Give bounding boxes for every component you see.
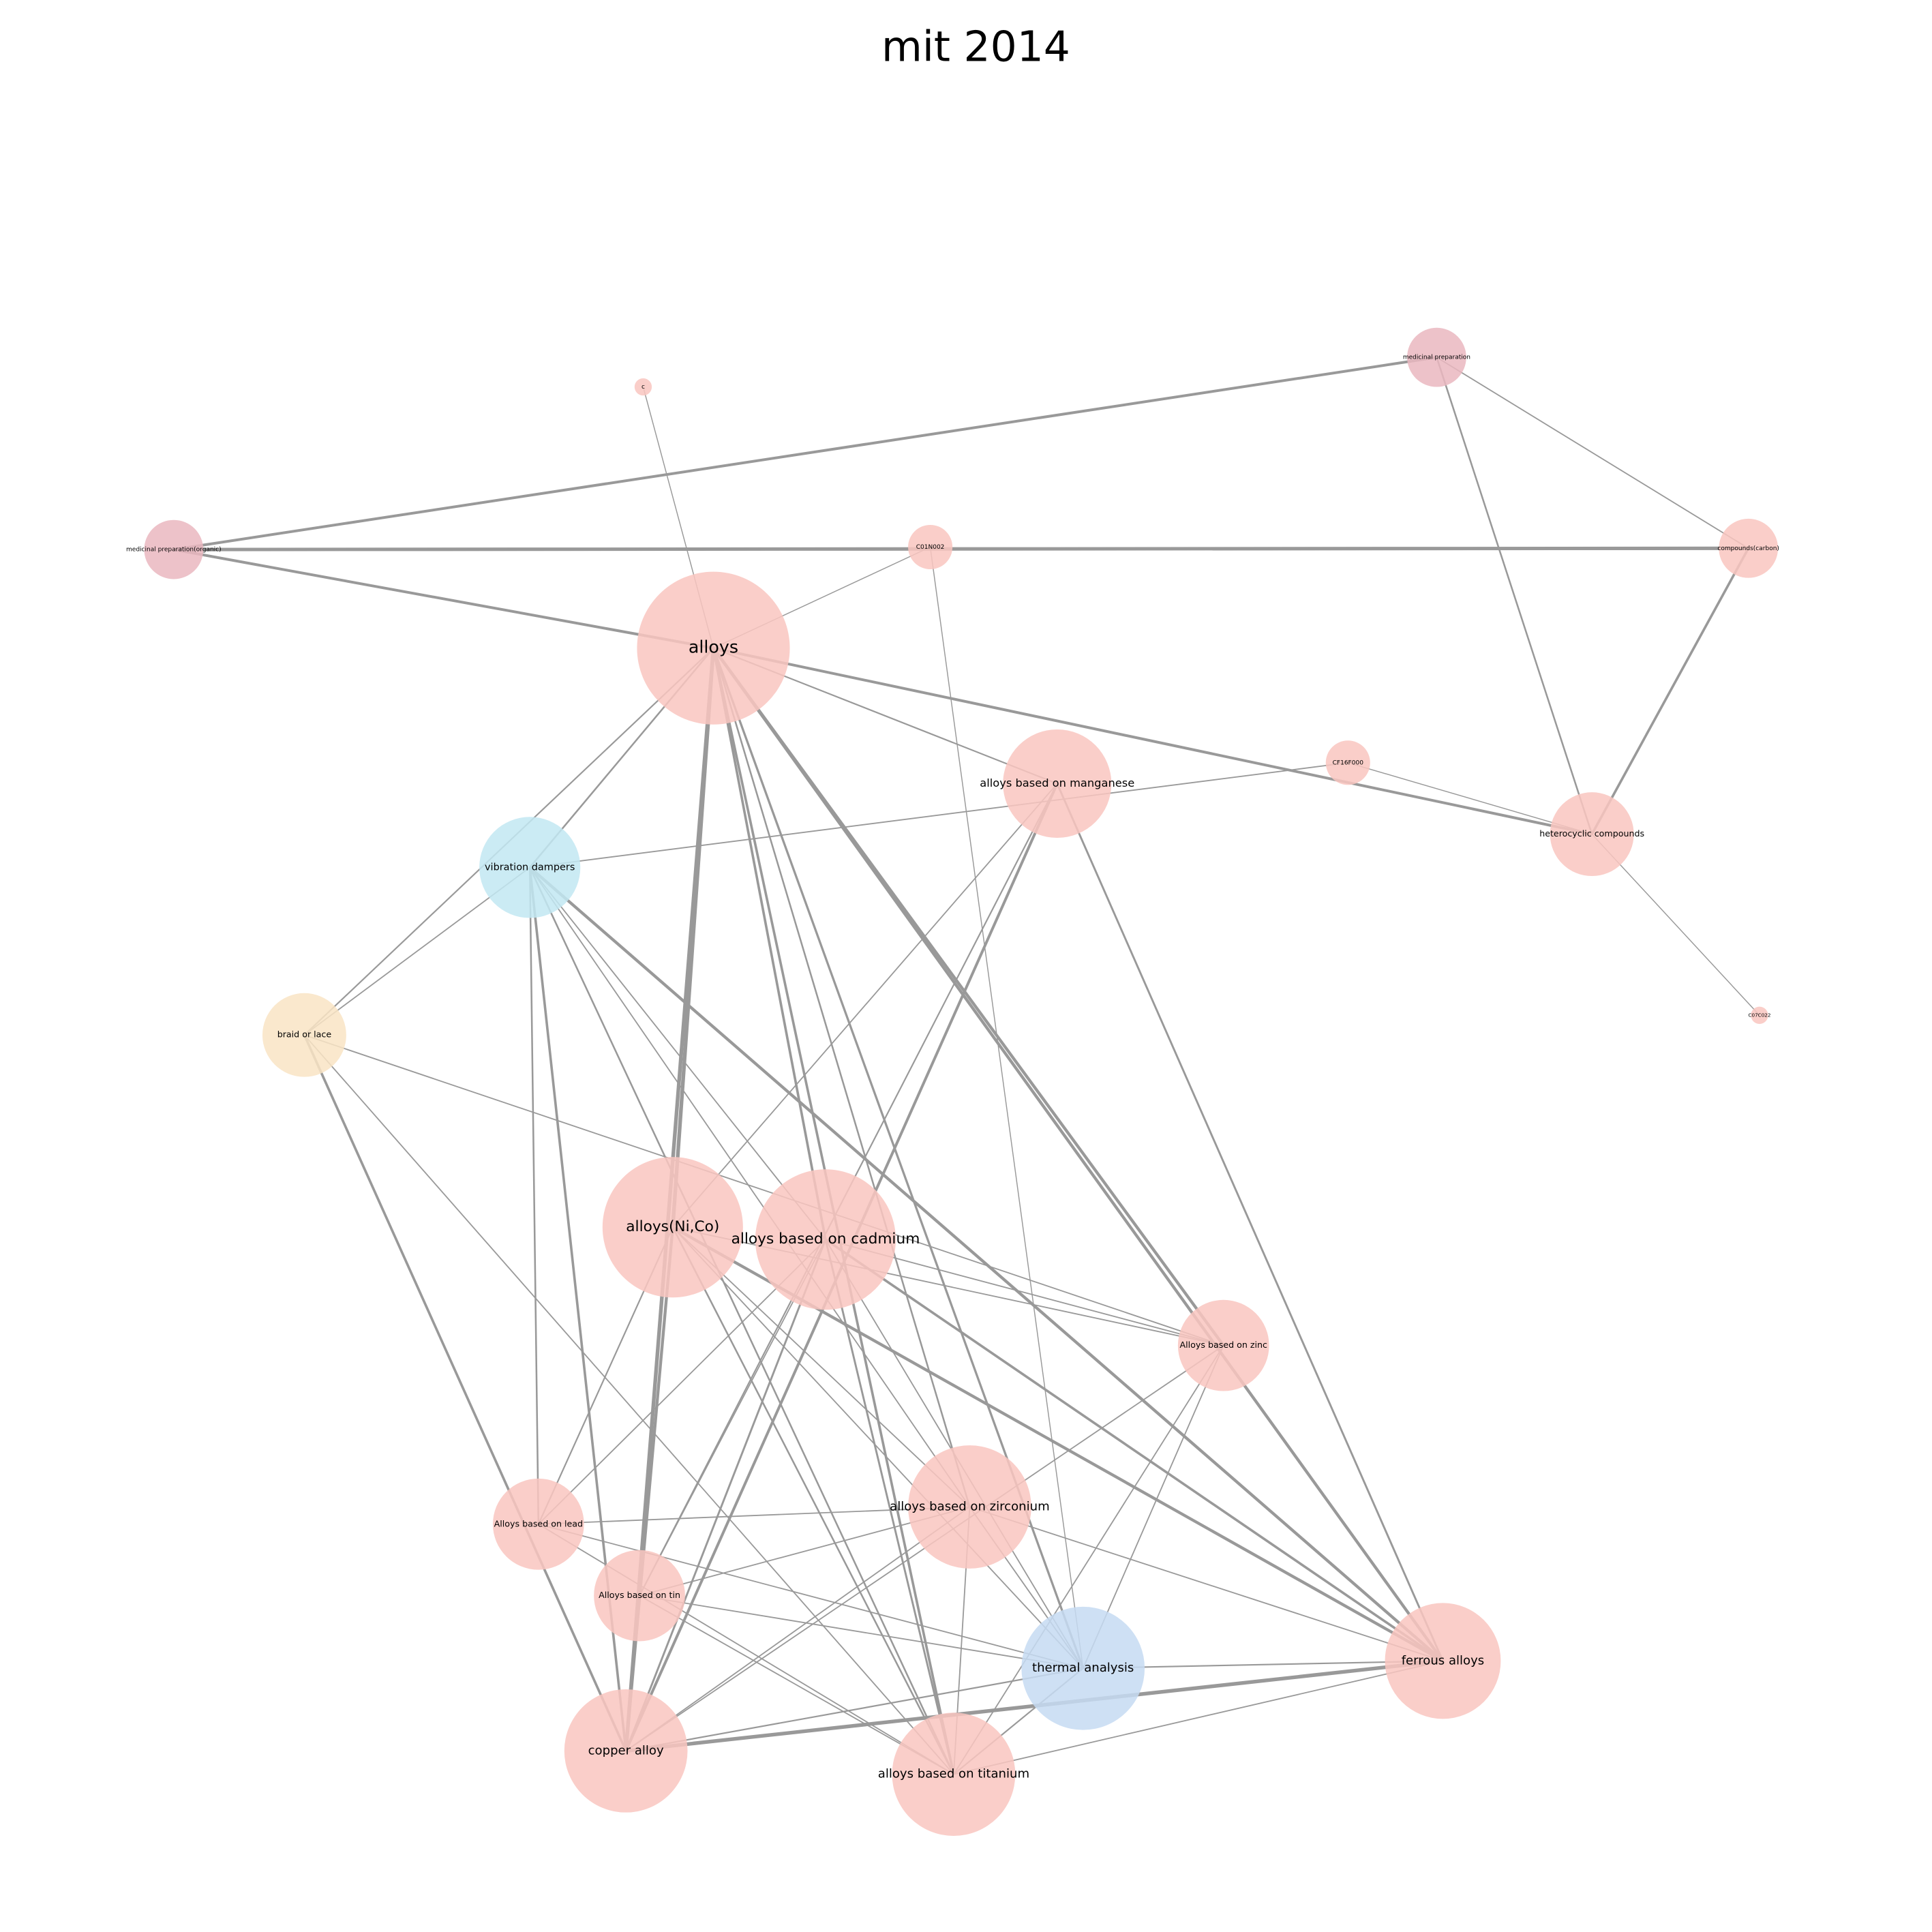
edge bbox=[824, 1238, 1444, 1662]
edge bbox=[528, 866, 1444, 1663]
edge bbox=[672, 783, 1058, 1228]
edge bbox=[625, 1506, 970, 1752]
edge bbox=[538, 1523, 1083, 1670]
edge bbox=[1436, 357, 1593, 835]
node-label: alloys bbox=[689, 637, 738, 657]
node-label: compounds(carbon) bbox=[1717, 545, 1779, 552]
edge bbox=[529, 866, 955, 1775]
node bbox=[602, 1157, 743, 1298]
node bbox=[1385, 1603, 1501, 1719]
node bbox=[262, 993, 346, 1077]
node bbox=[1003, 729, 1112, 839]
node bbox=[1719, 518, 1779, 578]
node bbox=[908, 524, 953, 570]
node bbox=[564, 1689, 688, 1813]
node bbox=[634, 378, 652, 396]
node-label: vibration dampers bbox=[485, 862, 575, 873]
edge bbox=[639, 1595, 1083, 1670]
node-label: braid or lace bbox=[277, 1029, 332, 1040]
node-label: alloys based on cadmium bbox=[731, 1231, 920, 1248]
edges bbox=[173, 356, 1760, 1775]
edge bbox=[712, 648, 971, 1507]
edge bbox=[538, 1506, 970, 1525]
edge bbox=[929, 547, 1084, 1669]
node bbox=[1021, 1606, 1145, 1730]
node-label: alloys based on manganese bbox=[980, 776, 1134, 789]
node bbox=[1325, 740, 1370, 785]
node-label: ferrous alloys bbox=[1402, 1653, 1485, 1667]
node-label: Alloys based on tin bbox=[599, 1590, 680, 1600]
edge bbox=[1348, 762, 1593, 835]
edge bbox=[1590, 547, 1750, 835]
node-label: c bbox=[642, 384, 645, 391]
node-label: C01N002 bbox=[916, 544, 945, 551]
edge bbox=[625, 1667, 1083, 1752]
node-label: alloys(Ni,Co) bbox=[626, 1218, 719, 1235]
edge bbox=[1436, 357, 1749, 549]
node bbox=[1407, 327, 1466, 387]
edge bbox=[712, 647, 1445, 1662]
edge bbox=[712, 648, 827, 1240]
node-label: copper alloy bbox=[588, 1743, 664, 1757]
node-label: C07C022 bbox=[1748, 1012, 1770, 1018]
edge bbox=[173, 546, 1749, 552]
edge bbox=[624, 1239, 827, 1751]
edge bbox=[953, 1345, 1224, 1775]
node bbox=[892, 1712, 1016, 1837]
edge bbox=[529, 866, 971, 1507]
edge bbox=[303, 1034, 627, 1752]
edge bbox=[672, 1226, 1084, 1669]
node-label: thermal analysis bbox=[1032, 1661, 1134, 1675]
edge bbox=[528, 867, 540, 1524]
node bbox=[479, 817, 581, 918]
node bbox=[144, 519, 204, 579]
edge bbox=[1056, 783, 1444, 1661]
node-label: medicinal preparation(organic) bbox=[126, 547, 222, 554]
node bbox=[1550, 792, 1634, 877]
node-label: heterocyclic compounds bbox=[1539, 828, 1644, 839]
node bbox=[755, 1169, 896, 1310]
edge bbox=[824, 1239, 955, 1775]
node-label: alloys based on zirconium bbox=[890, 1499, 1050, 1513]
title: mit 2014 bbox=[881, 22, 1070, 71]
node-label: alloys based on titanium bbox=[878, 1767, 1029, 1781]
node bbox=[1177, 1299, 1269, 1391]
edge bbox=[530, 761, 1348, 869]
node bbox=[492, 1478, 584, 1570]
node bbox=[908, 1445, 1031, 1569]
node bbox=[637, 571, 790, 725]
node-label: Alloys based on lead bbox=[494, 1518, 584, 1528]
node-label: medicinal preparation bbox=[1403, 354, 1470, 361]
edge bbox=[529, 866, 826, 1240]
edge bbox=[953, 1660, 1443, 1775]
edge bbox=[713, 646, 1593, 836]
edge bbox=[969, 1506, 1443, 1662]
edge bbox=[671, 1226, 955, 1775]
edge bbox=[173, 548, 714, 650]
node-label: Alloys based on zinc bbox=[1179, 1340, 1267, 1350]
node bbox=[594, 1550, 685, 1642]
node-label: CF16F000 bbox=[1333, 759, 1364, 766]
node bbox=[1751, 1006, 1768, 1024]
edge bbox=[304, 1034, 1224, 1346]
edge bbox=[173, 356, 1437, 552]
nodes: alloys alloys based on manganese vibration… bbox=[126, 327, 1779, 1837]
edge bbox=[303, 1034, 954, 1775]
